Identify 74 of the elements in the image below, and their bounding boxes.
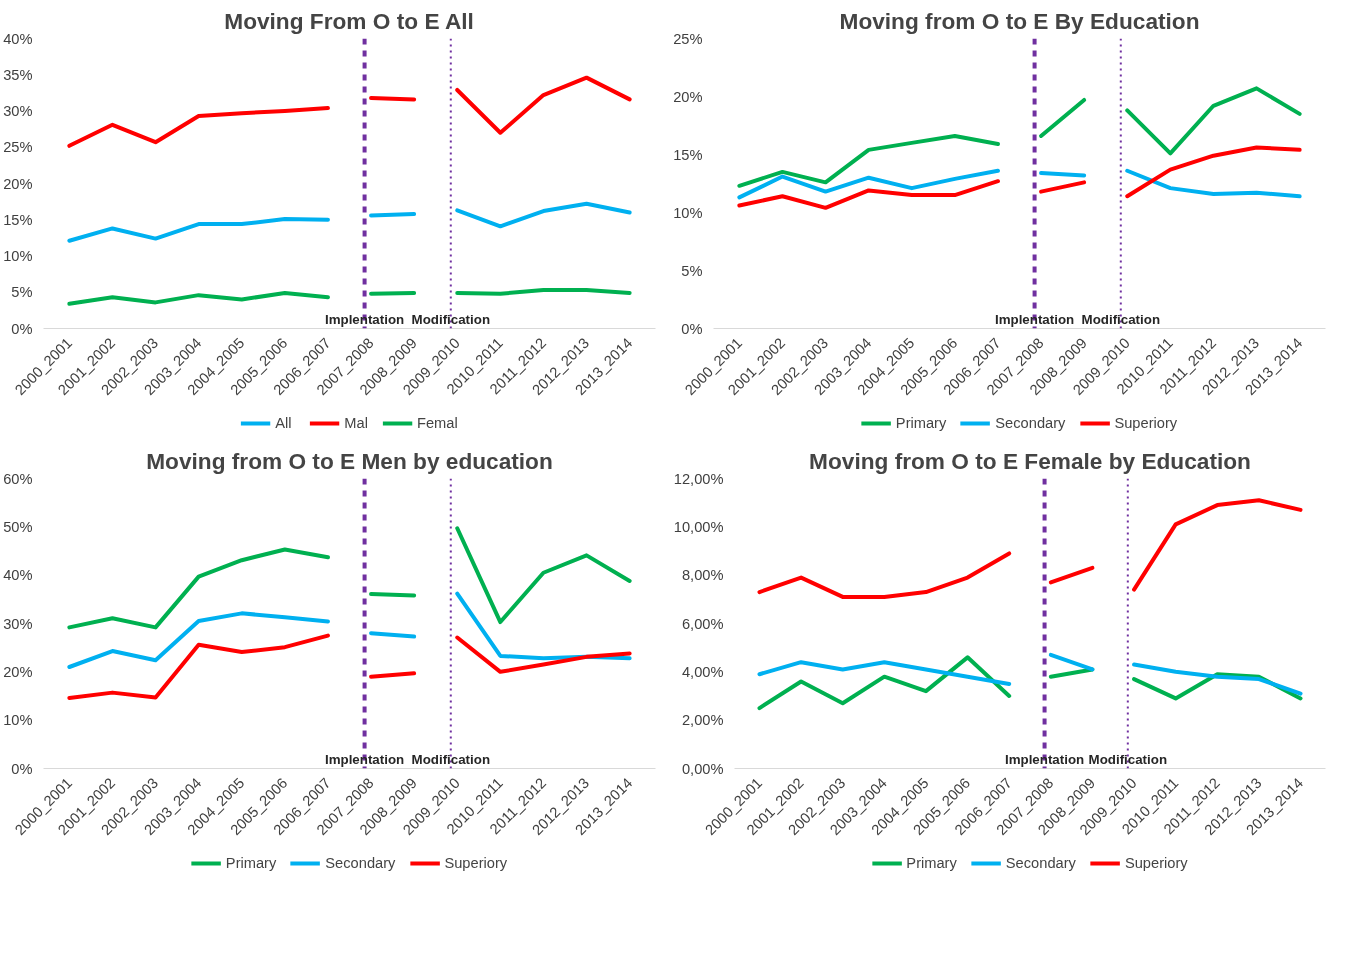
ref-line-label: Modification bbox=[411, 311, 491, 327]
line-series bbox=[67, 611, 330, 669]
chart-title: Moving From O to E All bbox=[224, 7, 474, 34]
legend-label: Superiory bbox=[1114, 415, 1178, 431]
line-series bbox=[1125, 168, 1302, 199]
ref-line-label: Implentation bbox=[994, 311, 1075, 327]
y-tick-label: 0% bbox=[681, 320, 703, 337]
legend-label: Secondary bbox=[995, 415, 1066, 431]
y-tick-label: 15% bbox=[3, 211, 33, 228]
y-tick-label: 5% bbox=[11, 284, 33, 301]
legend-label: Secondary bbox=[1005, 855, 1076, 871]
legend-label: Primary bbox=[895, 415, 947, 431]
y-tick-label: 30% bbox=[3, 615, 33, 632]
chart-title: Moving from O to E Female by Education bbox=[809, 447, 1251, 474]
y-tick-label: 12,00% bbox=[673, 470, 724, 487]
y-tick-label: 35% bbox=[3, 66, 33, 83]
legend-label: All bbox=[275, 415, 293, 431]
y-tick-label: 10% bbox=[673, 204, 703, 221]
y-tick-label: 30% bbox=[3, 103, 33, 119]
line-series bbox=[757, 655, 1012, 711]
legend-label: Femal bbox=[416, 415, 458, 431]
line-series bbox=[67, 290, 330, 306]
y-tick-label: 2,00% bbox=[681, 712, 724, 729]
line-series bbox=[455, 635, 632, 674]
line-series bbox=[67, 217, 330, 243]
legend-label: Secondary bbox=[325, 855, 396, 871]
y-tick-label: 0% bbox=[11, 760, 33, 777]
line-series bbox=[455, 201, 632, 229]
y-tick-label: 6,00% bbox=[681, 615, 724, 632]
y-tick-label: 25% bbox=[3, 139, 33, 156]
line-series bbox=[1132, 662, 1303, 696]
legend-label: Superiory bbox=[1124, 855, 1188, 871]
line-series bbox=[455, 75, 632, 135]
y-tick-label: 0,00% bbox=[681, 760, 724, 777]
y-tick-label: 40% bbox=[3, 30, 33, 47]
y-tick-label: 20% bbox=[673, 88, 703, 105]
y-tick-label: 8,00% bbox=[681, 567, 724, 584]
y-tick-label: 50% bbox=[3, 518, 33, 535]
line-series bbox=[737, 168, 1000, 200]
y-tick-label: 4,00% bbox=[681, 663, 724, 680]
y-tick-label: 40% bbox=[3, 567, 33, 584]
y-tick-label: 20% bbox=[3, 663, 33, 680]
line-series bbox=[67, 106, 330, 148]
ref-line-label: Implentation bbox=[1004, 751, 1085, 767]
ref-line-label: Modification bbox=[411, 751, 491, 767]
y-tick-label: 5% bbox=[681, 262, 703, 279]
y-tick-label: 60% bbox=[3, 470, 33, 487]
y-tick-label: 10% bbox=[3, 712, 33, 729]
line-series bbox=[757, 660, 1012, 686]
legend-label: Primary bbox=[906, 855, 957, 871]
line-series bbox=[737, 133, 1000, 188]
ref-line-label: Modification bbox=[1088, 751, 1168, 767]
y-tick-label: 10,00% bbox=[673, 518, 724, 535]
ref-line-label: Implentation bbox=[324, 311, 405, 327]
ref-line-label: Implentation bbox=[324, 751, 405, 767]
y-tick-label: 10% bbox=[3, 248, 33, 264]
line-series bbox=[67, 633, 330, 700]
line-series bbox=[455, 526, 632, 625]
y-tick-label: 15% bbox=[673, 146, 703, 163]
y-tick-label: 25% bbox=[673, 30, 703, 47]
chart-title: Moving from O to E By Education bbox=[839, 7, 1200, 34]
line-series bbox=[737, 179, 1000, 210]
y-tick-label: 0% bbox=[11, 320, 33, 337]
legend-label: Superiory bbox=[444, 855, 508, 871]
legend-label: Primary bbox=[225, 855, 277, 871]
line-series bbox=[1125, 145, 1302, 199]
legend-label: Mal bbox=[344, 415, 368, 431]
chart-title: Moving from O to E Men by education bbox=[146, 447, 553, 474]
line-series bbox=[1125, 86, 1302, 156]
line-series bbox=[1132, 498, 1303, 592]
line-series bbox=[67, 547, 330, 630]
line-series bbox=[757, 551, 1012, 599]
y-tick-label: 20% bbox=[3, 175, 33, 192]
ref-line-label: Modification bbox=[1081, 311, 1161, 327]
